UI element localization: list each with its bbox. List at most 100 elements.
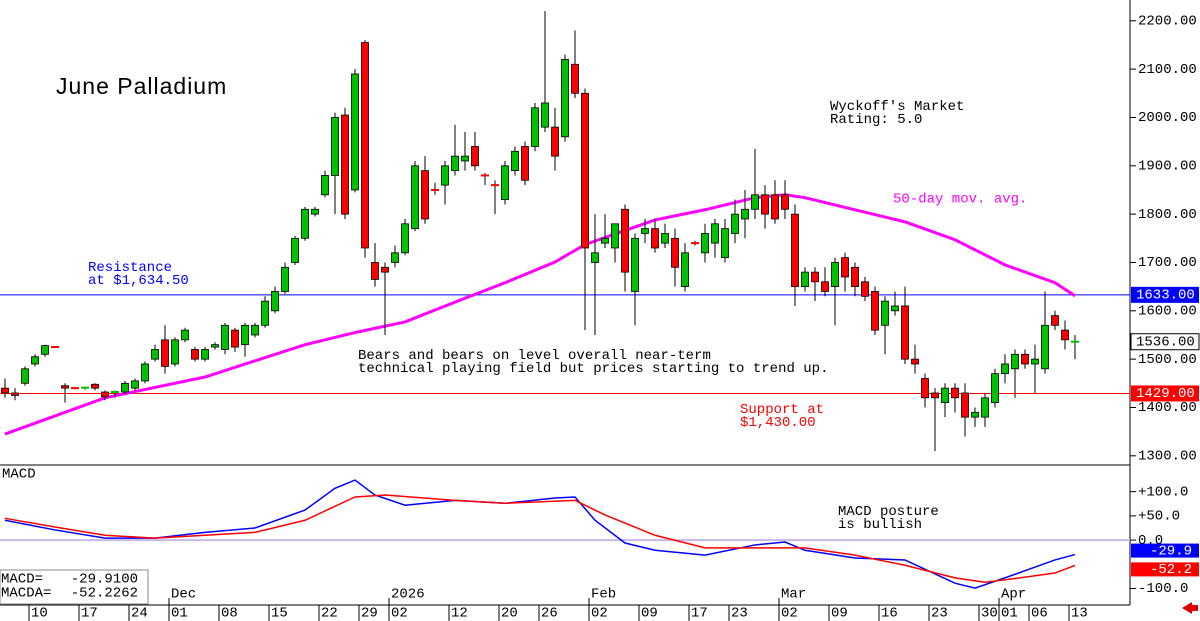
x-tick-label: 02 xyxy=(391,606,408,621)
candle-body xyxy=(451,155,459,172)
month-label: Mar xyxy=(781,587,806,603)
candle-body xyxy=(931,392,939,399)
candle-body xyxy=(181,329,189,341)
scroll-arrow[interactable] xyxy=(1182,602,1198,614)
candle-body xyxy=(221,324,229,350)
annotation-line: MACD posture xyxy=(838,504,939,520)
candle-body xyxy=(861,281,869,297)
macd-line xyxy=(4,479,1076,589)
readout-name: MACDA= xyxy=(1,586,51,602)
annotation: Bears and bears on level overall near-te… xyxy=(358,348,828,377)
candle-body xyxy=(671,237,679,268)
x-tick-label: 01 xyxy=(171,606,188,621)
candle-body xyxy=(831,262,839,288)
candle-body xyxy=(1061,329,1069,341)
x-tick-label: 13 xyxy=(1071,606,1088,621)
macd-box xyxy=(1131,543,1199,558)
candle-body xyxy=(461,155,469,162)
y-tick-label: 1700.00 xyxy=(1138,255,1197,271)
candle-body xyxy=(1041,324,1049,370)
candle-body xyxy=(201,349,209,360)
x-tick-label: 30 xyxy=(981,606,998,621)
y-tick-label: +50.0 xyxy=(1138,509,1180,525)
month-label: Apr xyxy=(1001,587,1026,603)
candle-body xyxy=(151,349,159,360)
candle-body xyxy=(281,266,289,292)
x-tick-label: 01 xyxy=(1001,606,1018,621)
candle-body xyxy=(971,411,979,418)
candle-body xyxy=(241,324,249,346)
candle-body xyxy=(91,383,99,389)
x-tick-label: 23 xyxy=(731,606,748,621)
candle-body xyxy=(251,324,259,336)
level-box xyxy=(1131,286,1199,303)
readout-value: -52.2262 xyxy=(71,586,138,602)
annotation: Resistance at $1,634.50 xyxy=(88,260,189,289)
macd-line xyxy=(4,494,1076,583)
candle-body xyxy=(711,223,719,244)
month-label: Feb xyxy=(591,587,616,603)
candle-body xyxy=(741,208,749,220)
y-tick-label: 2200.00 xyxy=(1138,13,1197,29)
month-label: Dec xyxy=(171,587,196,603)
readout-box xyxy=(0,569,149,605)
candle-body xyxy=(1001,363,1009,375)
annotation: Wyckoff's Market Rating: 5.0 xyxy=(830,99,964,128)
candle-body xyxy=(271,291,279,312)
x-tick-label: 17 xyxy=(691,606,708,621)
annotation: Support at $1,430.00 xyxy=(740,402,824,431)
candle-body xyxy=(531,107,539,147)
candle-body xyxy=(681,252,689,288)
annotation-line: Support at xyxy=(740,402,824,418)
chart-title: June Palladium xyxy=(56,73,227,99)
candle-body xyxy=(401,223,409,254)
macd-box-label: -29.9 xyxy=(1150,543,1192,559)
candle-body xyxy=(311,208,319,215)
candle-body xyxy=(981,397,989,418)
candle-body xyxy=(501,165,509,201)
x-tick-label: 09 xyxy=(831,606,848,621)
macd-annotation: MACD posture is bullish xyxy=(838,504,939,533)
candle-body xyxy=(321,175,329,196)
candle-body xyxy=(961,392,969,418)
candle-body xyxy=(1051,315,1059,326)
candle-body xyxy=(511,150,519,172)
candle-body xyxy=(351,73,359,191)
readout-name: MACD= xyxy=(1,572,43,588)
candle-body xyxy=(651,228,659,249)
candle-body xyxy=(801,271,809,288)
candle-body xyxy=(101,391,109,398)
y-tick-label: 1900.00 xyxy=(1138,158,1197,174)
candle-body xyxy=(471,146,479,167)
candle-body xyxy=(731,213,739,234)
candle-body xyxy=(701,233,709,254)
annotation-line: Rating: 5.0 xyxy=(830,112,922,128)
readout-value: -29.9100 xyxy=(71,572,138,588)
candle-body xyxy=(1011,353,1019,370)
y-tick-label: 2000.00 xyxy=(1138,110,1197,126)
candle-body xyxy=(751,194,759,210)
macd-title: MACD xyxy=(2,467,36,483)
candle-body xyxy=(411,165,419,230)
x-tick-label: 16 xyxy=(881,606,898,621)
candle-body xyxy=(441,165,449,186)
x-tick-label: 23 xyxy=(931,606,948,621)
annotation-line: is bullish xyxy=(838,517,922,533)
candle-body xyxy=(951,387,959,399)
x-tick-label: 20 xyxy=(501,606,518,621)
candle-body xyxy=(231,329,239,348)
candle-body xyxy=(581,92,589,249)
candle-body xyxy=(811,271,819,283)
annotation-line: technical playing field but prices start… xyxy=(358,361,828,377)
x-tick-label: 12 xyxy=(451,606,468,621)
candle-body xyxy=(921,378,929,399)
candle-body xyxy=(561,59,569,138)
candle-body xyxy=(891,305,899,312)
candle-body xyxy=(211,344,219,348)
candle-body xyxy=(421,170,429,220)
candle-body xyxy=(121,382,129,393)
x-tick-label: 09 xyxy=(641,606,658,621)
candle-body xyxy=(641,228,649,234)
x-tick-label: 08 xyxy=(221,606,238,621)
